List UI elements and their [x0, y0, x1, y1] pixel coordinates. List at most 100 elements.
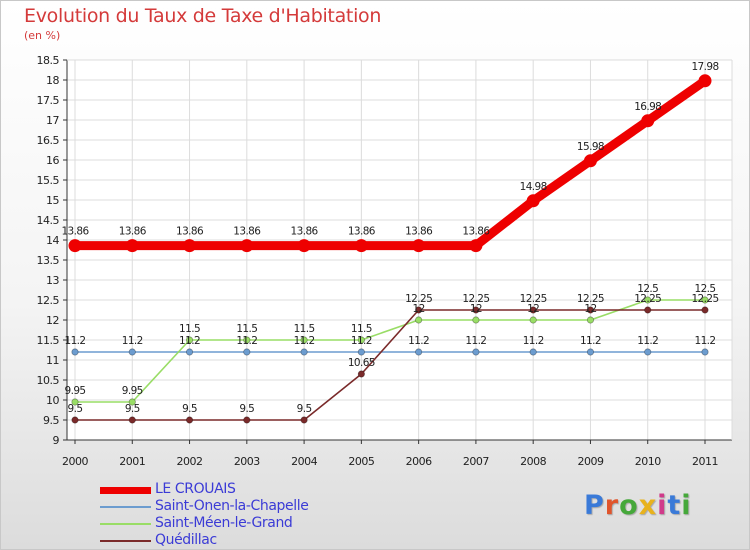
- data-point: [698, 74, 712, 88]
- proxiti-logo: Proxiti: [584, 490, 692, 521]
- y-tick-label: 17.5: [37, 94, 60, 107]
- data-point: [472, 316, 480, 324]
- data-point: [415, 306, 423, 314]
- legend-item: Saint-Onen-la-Chapelle: [100, 498, 400, 515]
- y-tick-label: 18: [46, 74, 59, 87]
- y-tick-label: 9.5: [43, 414, 59, 427]
- data-point: [357, 370, 365, 378]
- y-tick-label: 15.5: [37, 174, 60, 187]
- data-point: [128, 416, 136, 424]
- data-point: [243, 348, 251, 356]
- data-label: 9.5: [182, 403, 197, 415]
- data-point: [240, 239, 254, 253]
- data-point: [68, 239, 82, 253]
- data-point: [469, 239, 483, 253]
- x-tick-label: 2001: [119, 455, 145, 468]
- data-label: 11.2: [695, 335, 716, 347]
- data-point: [701, 306, 709, 314]
- data-point: [641, 114, 655, 128]
- y-tick-label: 16.5: [37, 134, 60, 147]
- data-point: [586, 348, 595, 356]
- x-tick-label: 2007: [463, 455, 489, 468]
- data-label: 13.86: [61, 226, 89, 238]
- data-label: 12.5: [637, 283, 658, 295]
- data-point: [128, 398, 136, 406]
- data-point: [71, 416, 79, 424]
- data-label: 12.25: [634, 293, 661, 305]
- legend-swatch: [100, 506, 151, 508]
- data-point: [644, 296, 652, 304]
- data-label: 11.2: [523, 335, 544, 347]
- data-label: 13.86: [291, 226, 319, 238]
- data-label: 11.2: [580, 335, 601, 347]
- data-label: 12.25: [520, 293, 547, 305]
- legend-swatch: [100, 486, 151, 494]
- data-point: [415, 348, 423, 356]
- data-point: [300, 416, 308, 424]
- data-label: 11.5: [351, 323, 372, 335]
- data-label: 17.98: [691, 61, 718, 73]
- chart-legend: LE CROUAIS Saint-Onen-la-Chapelle Saint-Mé…: [100, 481, 400, 549]
- data-label: 11.2: [294, 335, 315, 347]
- series-line-2: [74, 299, 706, 403]
- data-label: 12.25: [577, 293, 604, 305]
- data-label: 11.2: [465, 335, 486, 347]
- y-tick-label: 13: [46, 274, 59, 287]
- data-label: 13.86: [462, 226, 490, 238]
- data-point: [472, 306, 480, 314]
- legend-item: Quédillac: [100, 532, 400, 549]
- x-tick-label: 2004: [291, 455, 317, 468]
- data-point: [297, 239, 311, 253]
- data-point: [357, 336, 365, 344]
- chart-subtitle: (en %): [24, 29, 61, 42]
- data-label: 16.98: [634, 101, 661, 113]
- data-label: 10.65: [348, 357, 375, 369]
- x-tick-label: 2000: [62, 455, 88, 468]
- y-tick-label: 16: [46, 154, 59, 167]
- data-point: [644, 306, 652, 314]
- data-point: [128, 348, 136, 356]
- legend-item: LE CROUAIS: [100, 481, 400, 498]
- x-tick-label: 2006: [406, 455, 432, 468]
- data-label: 12: [470, 303, 482, 315]
- data-label: 12.5: [695, 283, 716, 295]
- data-label: 9.5: [297, 403, 312, 415]
- data-point: [71, 398, 79, 406]
- x-tick-label: 2011: [692, 455, 718, 468]
- series-line-0: [70, 76, 710, 251]
- series-line-3: [74, 309, 706, 421]
- legend-label: Saint-Onen-la-Chapelle: [155, 498, 309, 514]
- data-point: [586, 306, 595, 314]
- data-label: 9.5: [68, 403, 83, 415]
- data-label: 11.5: [236, 323, 257, 335]
- data-label: 13.86: [176, 226, 204, 238]
- y-tick-label: 15: [46, 194, 59, 207]
- data-point: [529, 348, 537, 356]
- y-tick-label: 12.5: [37, 294, 60, 307]
- data-label: 13.86: [119, 226, 147, 238]
- data-point: [357, 348, 365, 356]
- y-tick-label: 14: [46, 234, 59, 247]
- y-tick-label: 17: [46, 114, 59, 127]
- legend-swatch: [100, 540, 151, 542]
- data-point: [415, 316, 423, 324]
- chart-title: Evolution du Taux de Taxe d'Habitation: [24, 5, 382, 27]
- legend-label: LE CROUAIS: [155, 481, 236, 497]
- data-label: 11.2: [122, 335, 143, 347]
- data-point: [586, 316, 595, 324]
- x-tick-label: 2009: [577, 455, 603, 468]
- data-point: [300, 348, 308, 356]
- x-tick-label: 2008: [520, 455, 546, 468]
- data-label: 9.95: [65, 385, 86, 397]
- y-tick-label: 9: [53, 434, 60, 447]
- data-label: 13.86: [348, 226, 376, 238]
- data-label: 11.2: [65, 335, 86, 347]
- legend-item: Saint-Méen-le-Grand: [100, 515, 400, 532]
- data-point: [71, 348, 79, 356]
- legend-label: Saint-Méen-le-Grand: [155, 515, 293, 531]
- legend-swatch: [100, 523, 151, 525]
- data-point: [583, 154, 597, 168]
- data-point: [526, 194, 540, 208]
- data-point: [701, 296, 709, 304]
- data-label: 9.5: [125, 403, 140, 415]
